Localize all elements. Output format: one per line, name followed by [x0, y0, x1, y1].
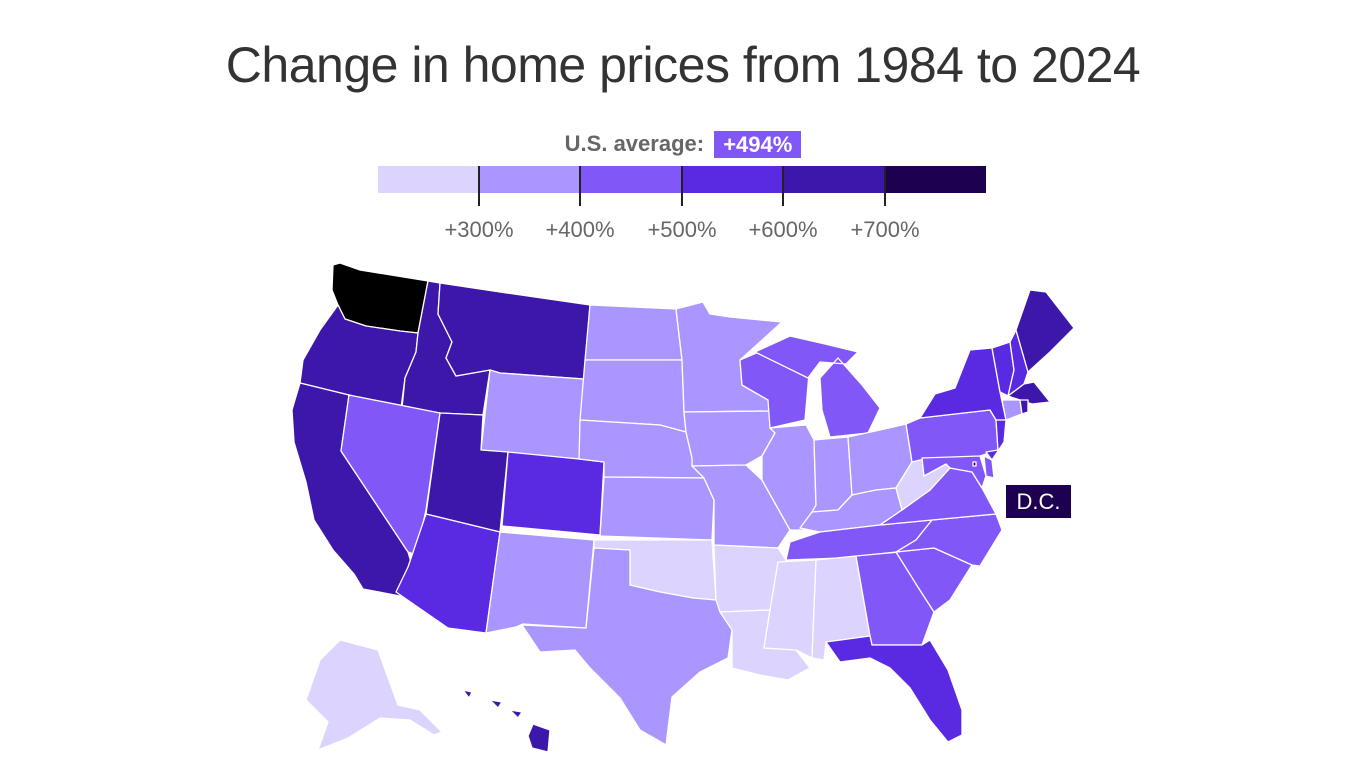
state-NM	[485, 531, 595, 634]
legend-bin-1	[378, 166, 479, 193]
state-HI	[462, 689, 551, 753]
legend-tick-label: +500%	[647, 217, 717, 242]
legend-tick	[579, 166, 581, 206]
state-RI	[1019, 399, 1029, 415]
legend-bin-2	[479, 166, 580, 193]
legend-tick-label: +600%	[748, 217, 818, 242]
legend-bin-5	[783, 166, 885, 193]
state-MT	[437, 282, 591, 380]
legend-tick	[884, 166, 886, 206]
legend-tick	[782, 166, 784, 206]
legend-tick-label: +300%	[444, 217, 514, 242]
state-FL	[825, 635, 963, 743]
legend-bin-4	[682, 166, 783, 193]
dc-label: D.C.	[1006, 485, 1071, 518]
state-WY	[480, 369, 585, 460]
legend-bin-3	[580, 166, 682, 193]
us-average-badge: +494%	[714, 130, 802, 158]
legend-tick	[478, 166, 480, 206]
state-KS	[599, 476, 715, 541]
state-AK	[305, 639, 443, 751]
state-MI	[754, 335, 881, 438]
state-CO	[501, 451, 605, 536]
state-DE	[983, 455, 995, 479]
legend-bin-6	[885, 166, 986, 193]
map-title: Change in home prices from 1984 to 2024	[225, 37, 1141, 93]
state-NC	[895, 513, 1003, 567]
state-DC	[972, 461, 977, 467]
state-CT	[1001, 399, 1023, 421]
state-NY	[919, 347, 1007, 421]
us-average-label: U.S. average: +494%	[0, 130, 1366, 158]
state-ME	[1015, 289, 1075, 373]
legend-tick	[681, 166, 683, 206]
us-average-text: U.S. average:	[564, 131, 705, 157]
legend-tick-label: +400%	[545, 217, 615, 242]
state-MD	[921, 455, 987, 489]
legend-tick-label: +700%	[850, 217, 920, 242]
state-TX	[521, 547, 733, 746]
color-legend: +300% +400% +500% +600% +700%	[378, 166, 986, 246]
state-IL	[761, 424, 817, 531]
state-ND	[584, 304, 683, 361]
